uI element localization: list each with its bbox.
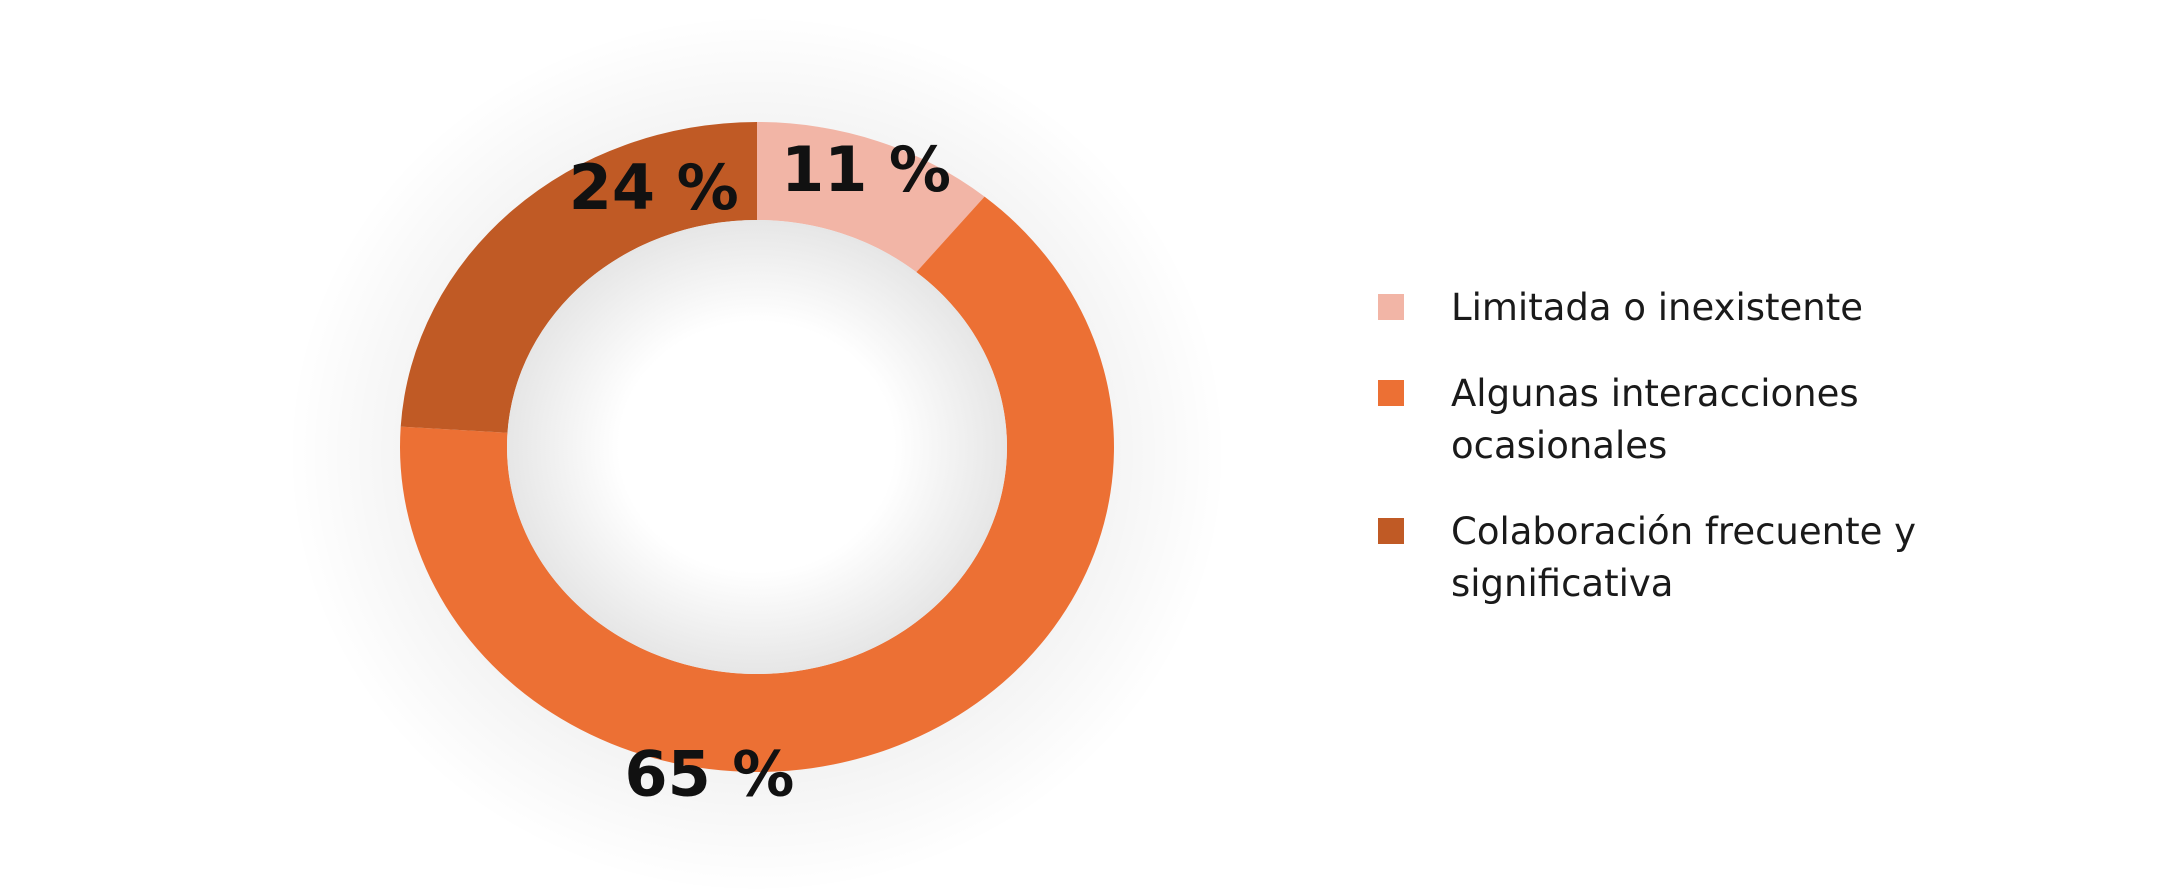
legend-item-limitada: Limitada o inexistente bbox=[1378, 282, 2078, 334]
legend: Limitada o inexistente Algunas interacci… bbox=[1378, 282, 2078, 644]
legend-item-colaboracion: Colaboración frecuente y significativa bbox=[1378, 506, 2078, 610]
value-label-algunas: 65 % bbox=[624, 738, 794, 811]
donut-slices bbox=[400, 122, 1115, 772]
donut-slice-colaboracion bbox=[400, 122, 757, 433]
donut-slice-algunas bbox=[400, 196, 1115, 772]
donut-value-labels: 11 % 65 % 24 % bbox=[569, 133, 951, 811]
legend-swatch-limitada bbox=[1378, 294, 1404, 320]
legend-item-algunas: Algunas interacciones ocasionales bbox=[1378, 368, 2078, 472]
legend-swatch-colaboracion bbox=[1378, 518, 1404, 544]
legend-label-limitada: Limitada o inexistente bbox=[1451, 286, 1864, 329]
donut-slice-limitada bbox=[757, 122, 985, 273]
legend-swatch-algunas bbox=[1378, 380, 1404, 406]
value-label-colaboracion: 24 % bbox=[569, 151, 739, 224]
donut-hole bbox=[507, 220, 1007, 674]
legend-label-algunas: Algunas interacciones ocasionales bbox=[1451, 372, 1859, 467]
legend-label-colaboracion: Colaboración frecuente y significativa bbox=[1451, 510, 1917, 605]
value-label-limitada: 11 % bbox=[781, 133, 951, 206]
